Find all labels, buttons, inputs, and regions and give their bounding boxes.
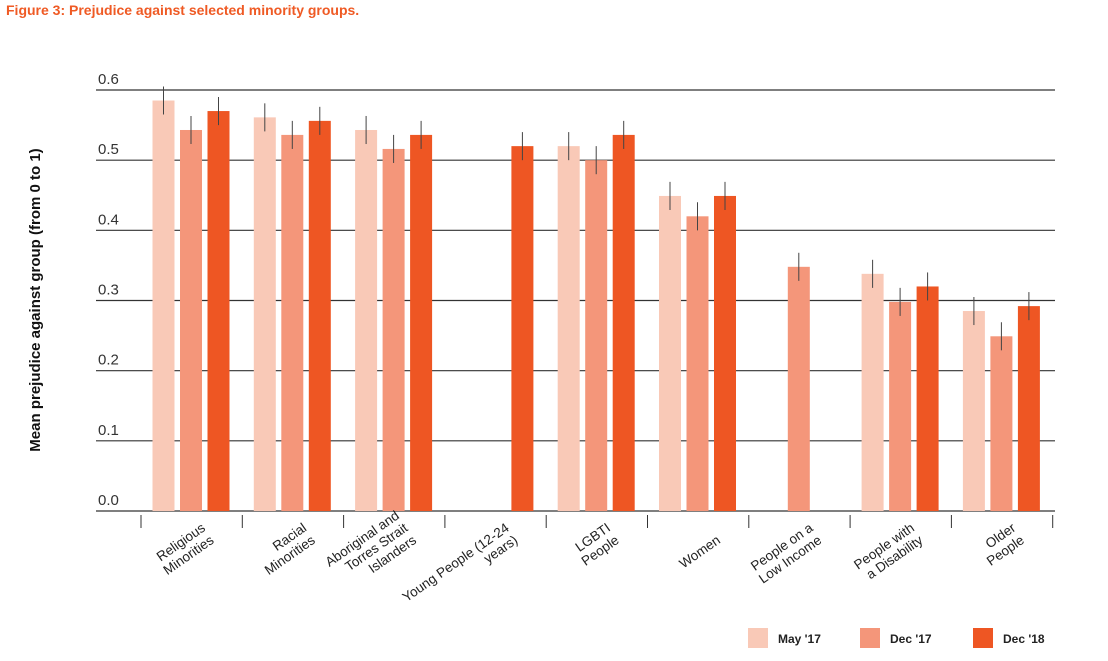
- y-tick-label: 0.2: [98, 352, 119, 369]
- bar: [511, 146, 534, 511]
- legend-label: May '17: [778, 632, 821, 646]
- y-tick-label: 0.5: [98, 141, 119, 158]
- x-category-label: LGBTIPeople: [570, 520, 622, 569]
- x-category-label: Aboriginal andTorres StraitIslanders: [323, 508, 420, 595]
- y-tick-label: 0.0: [98, 492, 119, 509]
- x-category-label: Young People (12-24years): [400, 520, 521, 617]
- y-axis-label: Mean prejudice against group (from 0 to …: [27, 148, 44, 451]
- bar: [1017, 306, 1040, 511]
- bar: [962, 311, 985, 511]
- y-tick-label: 0.6: [98, 71, 119, 88]
- bar: [557, 146, 580, 511]
- bar: [990, 336, 1013, 511]
- bar: [787, 266, 810, 511]
- category-label-line: Women: [676, 532, 723, 571]
- y-tick-label: 0.4: [98, 211, 119, 228]
- bar: [889, 301, 912, 511]
- x-category-label: People on aLow Income: [747, 520, 824, 587]
- category-label-line: Young People (12-24: [400, 520, 513, 605]
- bar: [281, 134, 304, 511]
- legend-label: Dec '17: [890, 632, 932, 646]
- x-category-label: RacialMinorities: [253, 520, 318, 578]
- bar: [659, 195, 681, 511]
- bar: [253, 117, 276, 512]
- bar: [152, 100, 175, 512]
- legend-label: Dec '18: [1003, 632, 1045, 646]
- bar: [382, 148, 405, 511]
- bar: [686, 216, 709, 512]
- bar: [207, 111, 230, 512]
- legend-swatch: [748, 628, 768, 648]
- x-category-label: People witha Disability: [851, 520, 926, 585]
- y-tick-label: 0.1: [98, 422, 119, 439]
- x-category-label: Women: [676, 532, 723, 571]
- bar: [714, 195, 736, 511]
- bar: [612, 134, 635, 511]
- legend-swatch: [860, 628, 880, 648]
- bar: [355, 129, 378, 511]
- x-category-label: ReligiousMinorities: [152, 520, 217, 578]
- bar: [308, 120, 331, 511]
- bar: [916, 286, 939, 511]
- bar: [410, 134, 433, 511]
- bar: [861, 273, 884, 511]
- legend-swatch: [973, 628, 993, 648]
- y-tick-label: 0.3: [98, 282, 119, 299]
- bar: [180, 129, 202, 511]
- bar: [585, 160, 608, 511]
- x-category-label: OlderPeople: [975, 520, 1027, 569]
- chart-title: Figure 3: Prejudice against selected min…: [6, 2, 360, 18]
